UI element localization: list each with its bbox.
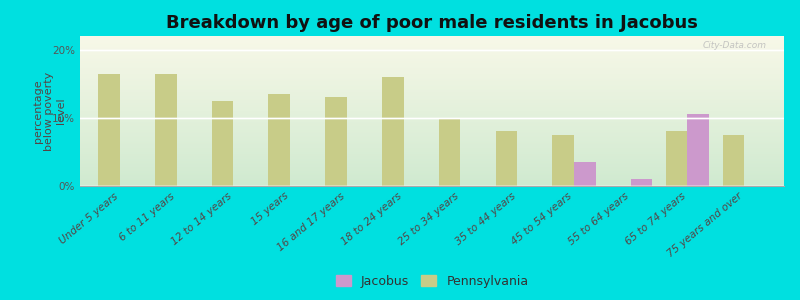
Bar bbox=[326, 98, 347, 186]
Bar bbox=[722, 135, 744, 186]
Title: Breakdown by age of poor male residents in Jacobus: Breakdown by age of poor male residents … bbox=[166, 14, 698, 32]
Text: City-Data.com: City-Data.com bbox=[702, 40, 766, 50]
Bar bbox=[552, 135, 574, 186]
Bar bbox=[269, 94, 290, 186]
Bar bbox=[439, 119, 460, 186]
Bar bbox=[495, 131, 517, 186]
Bar bbox=[666, 131, 687, 186]
Bar bbox=[212, 101, 234, 186]
Bar bbox=[574, 162, 595, 186]
Bar bbox=[382, 77, 404, 186]
Y-axis label: percentage
below poverty
level: percentage below poverty level bbox=[33, 71, 66, 151]
Bar bbox=[630, 179, 652, 186]
Legend: Jacobus, Pennsylvania: Jacobus, Pennsylvania bbox=[335, 275, 529, 288]
Bar bbox=[155, 74, 177, 186]
Bar bbox=[98, 74, 120, 186]
Bar bbox=[687, 114, 709, 186]
